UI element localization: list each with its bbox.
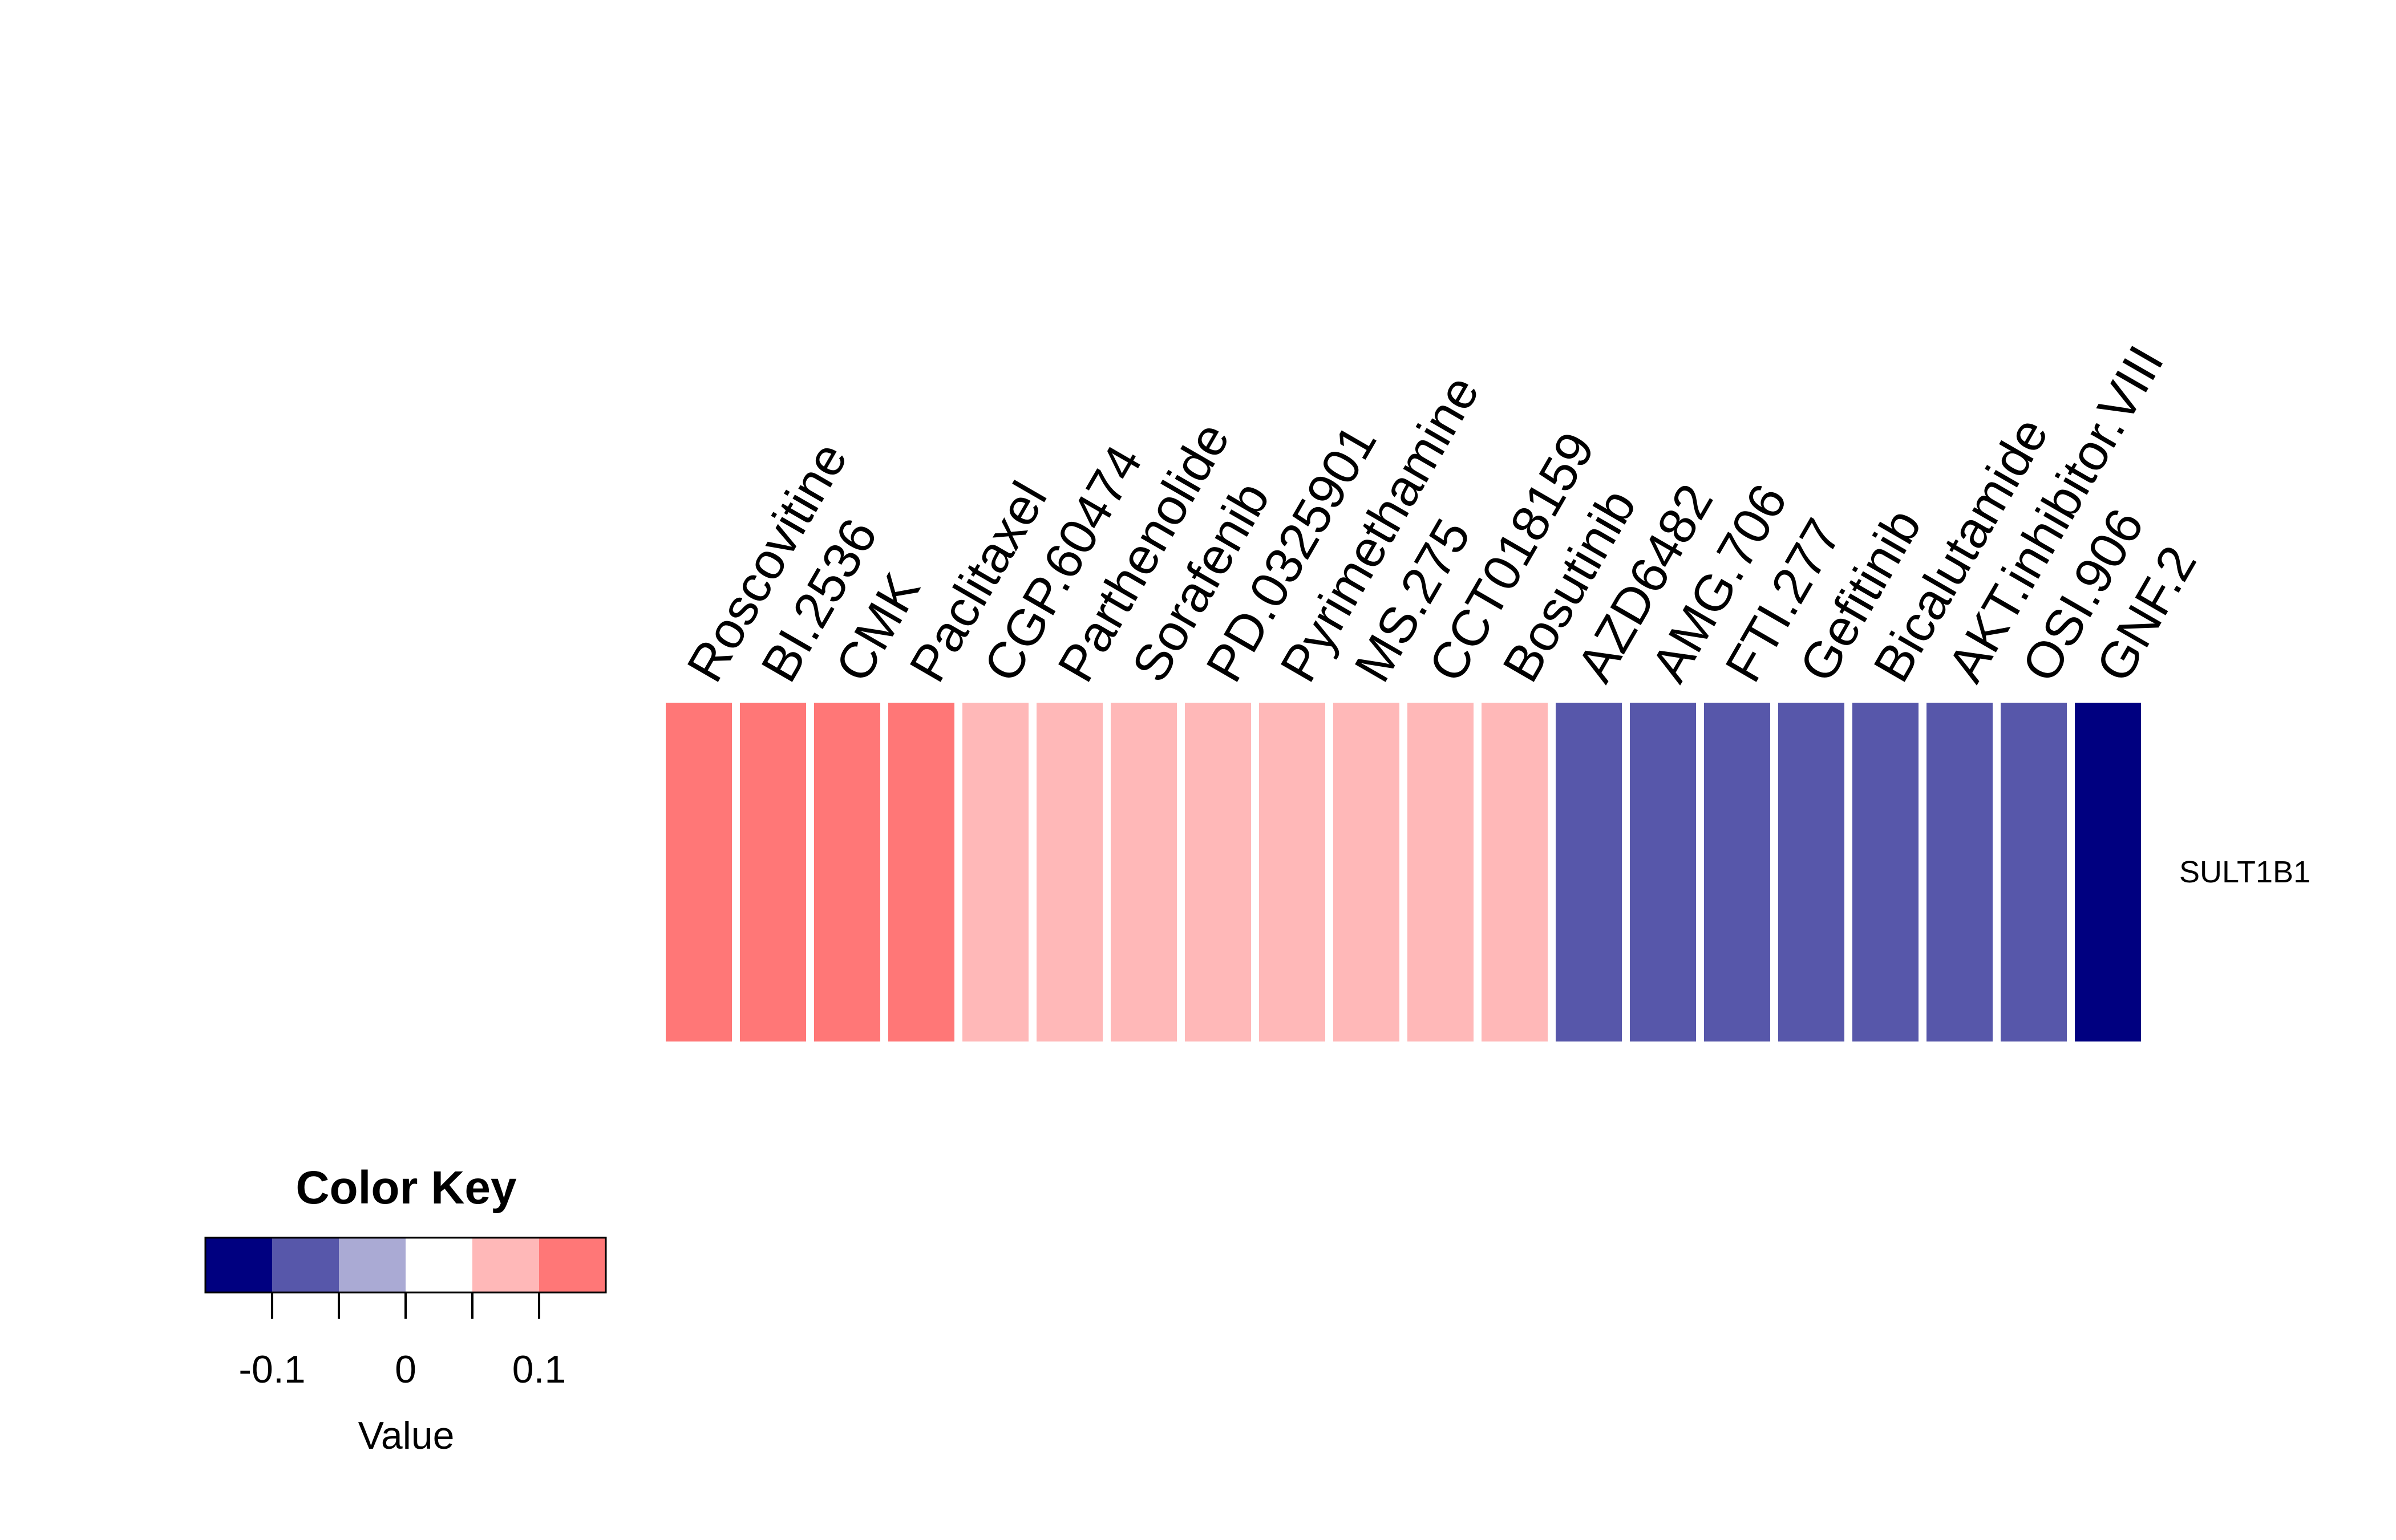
heatmap-cell-gnf-2 [2075,703,2141,1041]
color-key-tick-label: 0 [395,1348,416,1391]
heatmap-cell-bi-2536 [740,703,806,1041]
color-key-title: Color Key [296,1162,517,1214]
heatmap-cell-amg-706 [1630,703,1696,1041]
heatmap-cell-parthenolide [1037,703,1103,1041]
heatmap-cell-cmk [814,703,880,1041]
heatmap-cell-roscovitine [666,703,732,1041]
heatmap-cell-akt-inhibitor-viii [1926,703,1993,1041]
heatmap-cell-bicalutamide [1852,703,1919,1041]
row-label: SULT1B1 [2179,855,2310,889]
column-labels: RoscovitineBI.2536CMKPaclitaxelCGP.60474… [677,337,2208,691]
color-key-swatch [205,1238,273,1292]
color-key-ticks: -0.1 0 0.1 [238,1292,566,1391]
heatmap-cells [666,703,2141,1041]
heatmap-cell-pyrimethamine [1259,703,1325,1041]
color-key-cells [205,1238,606,1292]
row-labels: SULT1B1 [2179,855,2310,889]
color-key-swatch [539,1238,606,1292]
color-key-swatch [406,1238,473,1292]
color-key-swatch [339,1238,406,1292]
heatmap-cell-paclitaxel [888,703,954,1041]
color-key: Color Key -0.1 0 0.1 Value [204,1162,607,1457]
heatmap-cell-azd6482 [1556,703,1622,1041]
heatmap-cell-cgp-60474 [962,703,1029,1041]
color-key-tick-label: -0.1 [238,1348,305,1391]
color-key-swatch [272,1238,339,1292]
heatmap-cell-osi-906 [2001,703,2067,1041]
heatmap-cell-cct018159 [1407,703,1474,1041]
heatmap-cell-sorafenib [1111,703,1177,1041]
heatmap-cell-fti-277 [1704,703,1770,1041]
heatmap-cell-ms-275 [1333,703,1399,1041]
color-key-tick-label: 0.1 [512,1348,566,1391]
color-key-xlabel: Value [358,1414,455,1457]
heatmap-cell-pd-0325901 [1185,703,1251,1041]
color-key-swatch [472,1238,540,1292]
heatmap-cell-bosutinib [1482,703,1548,1041]
heatmap-cell-gefitinib [1778,703,1844,1041]
